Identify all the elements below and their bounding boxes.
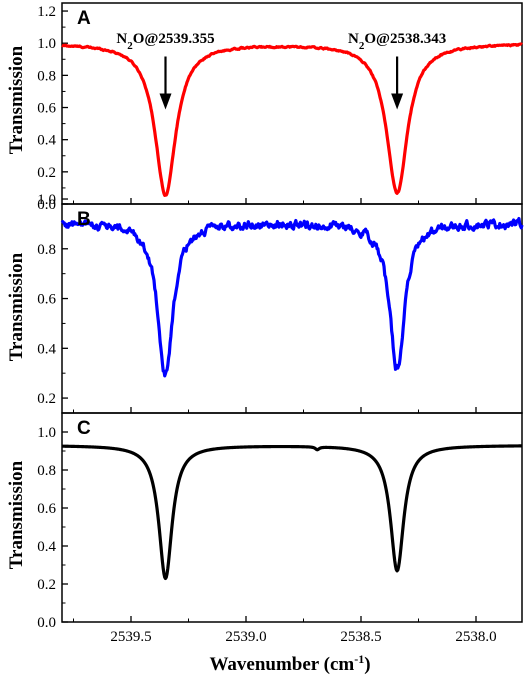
plot-frame (61, 412, 523, 623)
y-tick-label: 0.8 (37, 463, 56, 479)
annotation-label: N2O@2538.343 (348, 31, 446, 52)
annotation-rest: O@2539.355 (133, 31, 215, 47)
y-tick-label: 0.2 (37, 577, 56, 593)
y-tick-label: 0.6 (37, 501, 56, 517)
annotation-n: N (348, 31, 359, 47)
y-tick-label: 0.8 (37, 242, 56, 258)
series-line (61, 444, 523, 581)
y-tick-label: 1.0 (37, 36, 56, 52)
x-axis-title-sup: -1 (354, 652, 364, 666)
annotation-subscript: 2 (127, 40, 133, 52)
annotation-subscript: 2 (359, 40, 365, 52)
x-tick-label: 2538.5 (340, 629, 381, 645)
y-tick-label: 0.6 (37, 101, 56, 117)
annotation-label: N2O@2539.355 (116, 31, 214, 52)
series-line (61, 42, 523, 197)
y-tick-label: 0.4 (37, 539, 56, 555)
x-tick-label: 2538.0 (455, 629, 496, 645)
panel-b: 0.2 0.4 0.6 0.8 1.0 B (37, 192, 524, 414)
annotation-n: N (116, 31, 127, 47)
y-tick-label: 0.6 (37, 292, 56, 308)
x-tick-label: 2539.0 (225, 629, 266, 645)
panel-letter: B (77, 209, 91, 230)
panel-c: 0.0 0.2 0.4 0.6 0.8 1.0 2539.5 2539.0 2538.5 2538… (37, 412, 523, 645)
y-tick-label: 1.0 (37, 425, 56, 441)
y-tick-label: 0.8 (37, 68, 56, 84)
y-tick-label: 0.0 (37, 197, 56, 213)
x-axis-title: Wavenumber (cm-1) (209, 652, 370, 675)
plot-frame (61, 203, 523, 414)
x-axis-title-end: ) (364, 654, 370, 675)
y-tick-label: 0.4 (37, 133, 56, 149)
ylabel-panel-a: Transmission (6, 45, 27, 154)
y-tick-label: 1.0 (37, 192, 56, 208)
y-tick-label: 1.2 (37, 4, 56, 20)
plot-frame (61, 2, 523, 205)
x-axis-title-main: Wavenumber (cm (209, 654, 354, 675)
series-line (60, 216, 524, 378)
y-tick-label: 0.2 (37, 165, 56, 181)
x-tick-label: 2539.5 (110, 629, 151, 645)
y-tick-label: 0.0 (37, 615, 56, 631)
panel-letter: A (77, 8, 91, 29)
ylabel-panel-c: Transmission (6, 460, 27, 569)
y-tick-label: 0.2 (37, 391, 56, 407)
y-tick-label: 0.4 (37, 341, 56, 357)
annotation-arrow-head (391, 93, 404, 110)
ylabel-panel-b: Transmission (6, 252, 27, 361)
panel-letter: C (77, 418, 91, 439)
annotation-rest: O@2538.343 (364, 31, 446, 47)
annotation-arrow-head (159, 93, 172, 110)
